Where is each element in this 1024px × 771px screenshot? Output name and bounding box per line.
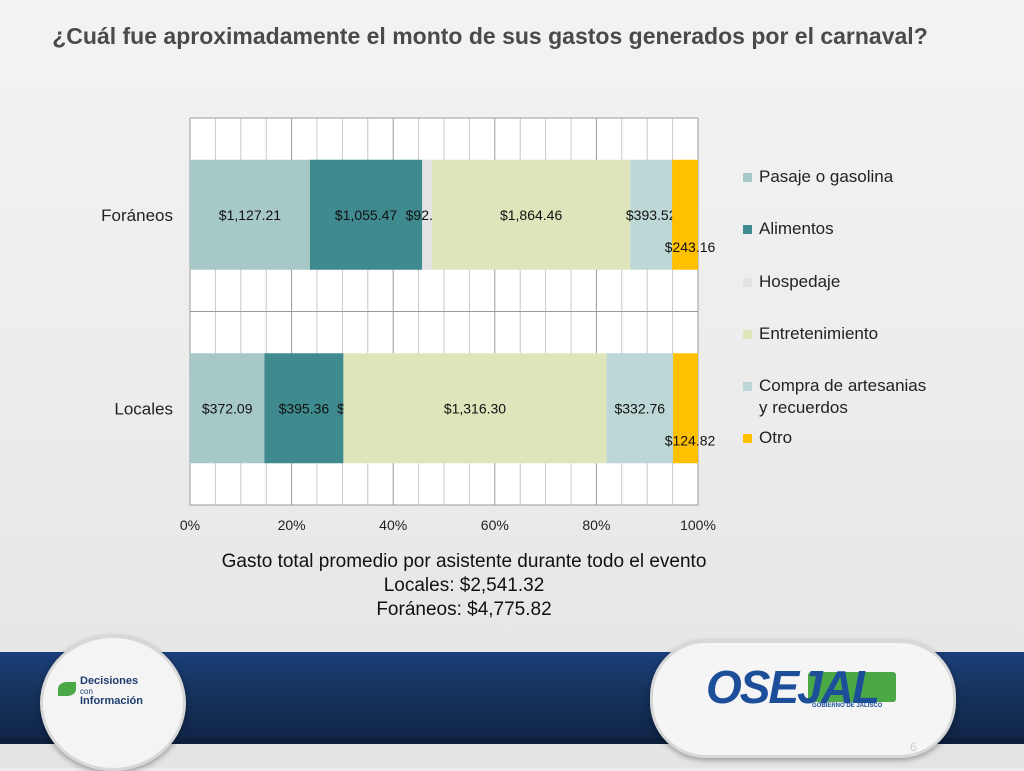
data-label: $1,055.47 [335,207,397,223]
slide-title: ¿Cuál fue aproximadamente el monto de su… [52,23,928,49]
summary-line-2: Locales: $2,541.32 [383,575,545,596]
data-label: $372.09 [202,400,253,416]
legend-label: Compra de artesanias [759,376,926,395]
bar-segment [431,159,631,270]
category-label: Foráneos [101,206,173,225]
bar-segment [343,353,607,464]
summary-block: Gasto total promedio por asistente duran… [114,550,814,622]
data-label: $243.16 [665,239,716,255]
legend-swatch [743,278,752,287]
x-tick-label: 20% [278,517,306,533]
legend-swatch [743,434,752,443]
summary-line-3: Foráneos: $4,775.82 [376,599,552,620]
data-label: $1,127.21 [219,207,281,223]
category-label: Locales [114,399,173,418]
data-label: $332.76 [614,400,665,416]
bar-segment [630,159,673,270]
bar-segment [673,353,698,464]
data-label: $395.36 [279,400,330,416]
legend-label: Entretenimiento [759,324,878,343]
legend-swatch [743,173,752,182]
legend-label: Otro [759,428,792,447]
osejal-logo-subtitle: GOBIERNO DE JALISCO [812,703,883,709]
x-tick-label: 40% [379,517,407,533]
legend-label-continued: y recuerdos [759,398,848,417]
legend-label: Hospedaje [759,272,840,291]
bar-segment [190,159,310,270]
data-label: $1,316.30 [444,400,506,416]
bar-segment [422,159,432,270]
osejal-logo-text: OSEJAL [706,661,880,713]
decisiones-logo-text: Decisiones con Información [60,676,170,707]
osejal-logo-badge [650,640,956,758]
bar-segment [264,353,344,464]
summary-line-1: Gasto total promedio por asistente duran… [221,551,707,572]
bar-segment [672,159,698,270]
legend-label: Alimentos [759,219,834,238]
legend-label: Pasaje o gasolina [759,167,894,186]
logo-left-line-2: con [80,687,93,696]
leaf-icon [58,682,76,696]
x-tick-label: 0% [180,517,200,533]
data-label: $124.82 [665,432,716,448]
legend-swatch [743,382,752,391]
logo-left-line-1: Decisiones [80,675,139,687]
page-number: 6 [910,740,917,754]
footer-stripe [0,738,1024,744]
x-tick-label: 60% [481,517,509,533]
logo-left-line-3: Información [80,695,143,707]
bar-segment [606,353,674,464]
legend-swatch [743,330,752,339]
osejal-green-mark [808,672,896,702]
x-tick-label: 80% [582,517,610,533]
legend-swatch [743,225,752,234]
bar-segment [309,159,423,270]
data-label: $393.52 [626,207,677,223]
bar-segment [190,353,265,464]
stacked-bar-chart: 0% 20% 40% 60% 80% 100% Foráneos $1,127.21 $1,05… [101,117,926,533]
data-label: $1,864.46 [500,207,562,223]
x-tick-label: 100% [680,517,716,533]
decisiones-logo-badge [40,635,186,771]
